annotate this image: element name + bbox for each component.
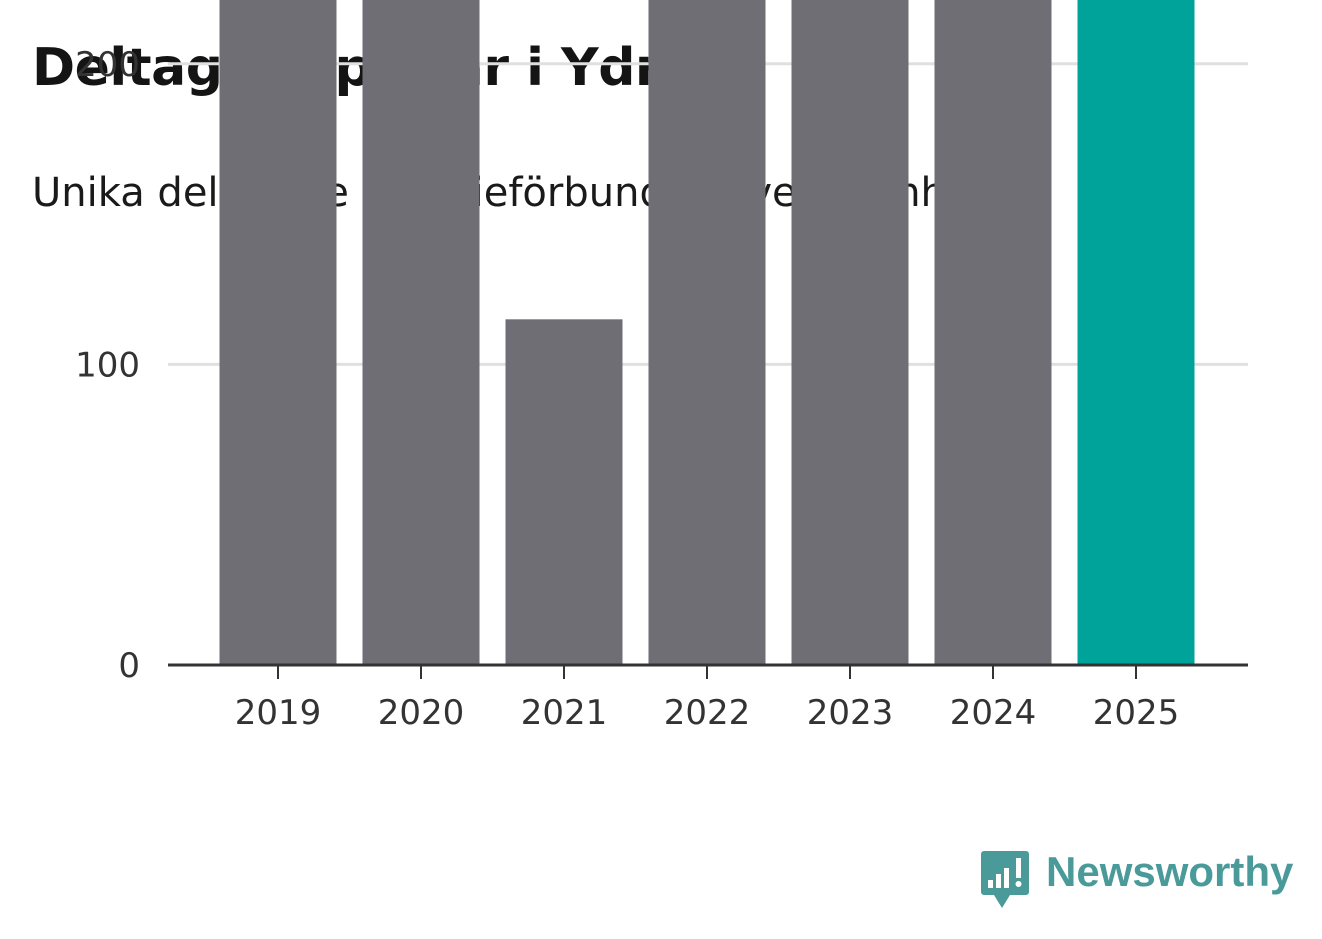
bar-2025 xyxy=(1077,0,1195,665)
bar-2022 xyxy=(648,0,766,666)
x-tick-label-2023: 2023 xyxy=(807,693,894,733)
brand-name: Newsworthy xyxy=(1046,848,1294,895)
bar-2019 xyxy=(219,0,337,666)
x-tick-label-2019: 2019 xyxy=(235,693,322,733)
brand-logo: Newsworthy xyxy=(980,848,1293,912)
bar-2020 xyxy=(362,0,480,666)
x-tick-label-2024: 2024 xyxy=(950,693,1037,733)
y-tick-label-100: 100 xyxy=(75,345,140,385)
y-tick-label-0: 0 xyxy=(118,646,140,686)
bar-2024 xyxy=(934,0,1052,665)
newsworthy-logo-icon xyxy=(981,851,1029,908)
x-tick-label-2022: 2022 xyxy=(664,693,751,733)
x-tick-label-2020: 2020 xyxy=(378,693,465,733)
y-tick-label-200: 200 xyxy=(75,45,140,85)
bar-2021 xyxy=(505,319,623,665)
x-tick-label-2025: 2025 xyxy=(1093,693,1180,733)
bar-2023 xyxy=(791,0,909,666)
x-tick-label-2021: 2021 xyxy=(521,693,608,733)
